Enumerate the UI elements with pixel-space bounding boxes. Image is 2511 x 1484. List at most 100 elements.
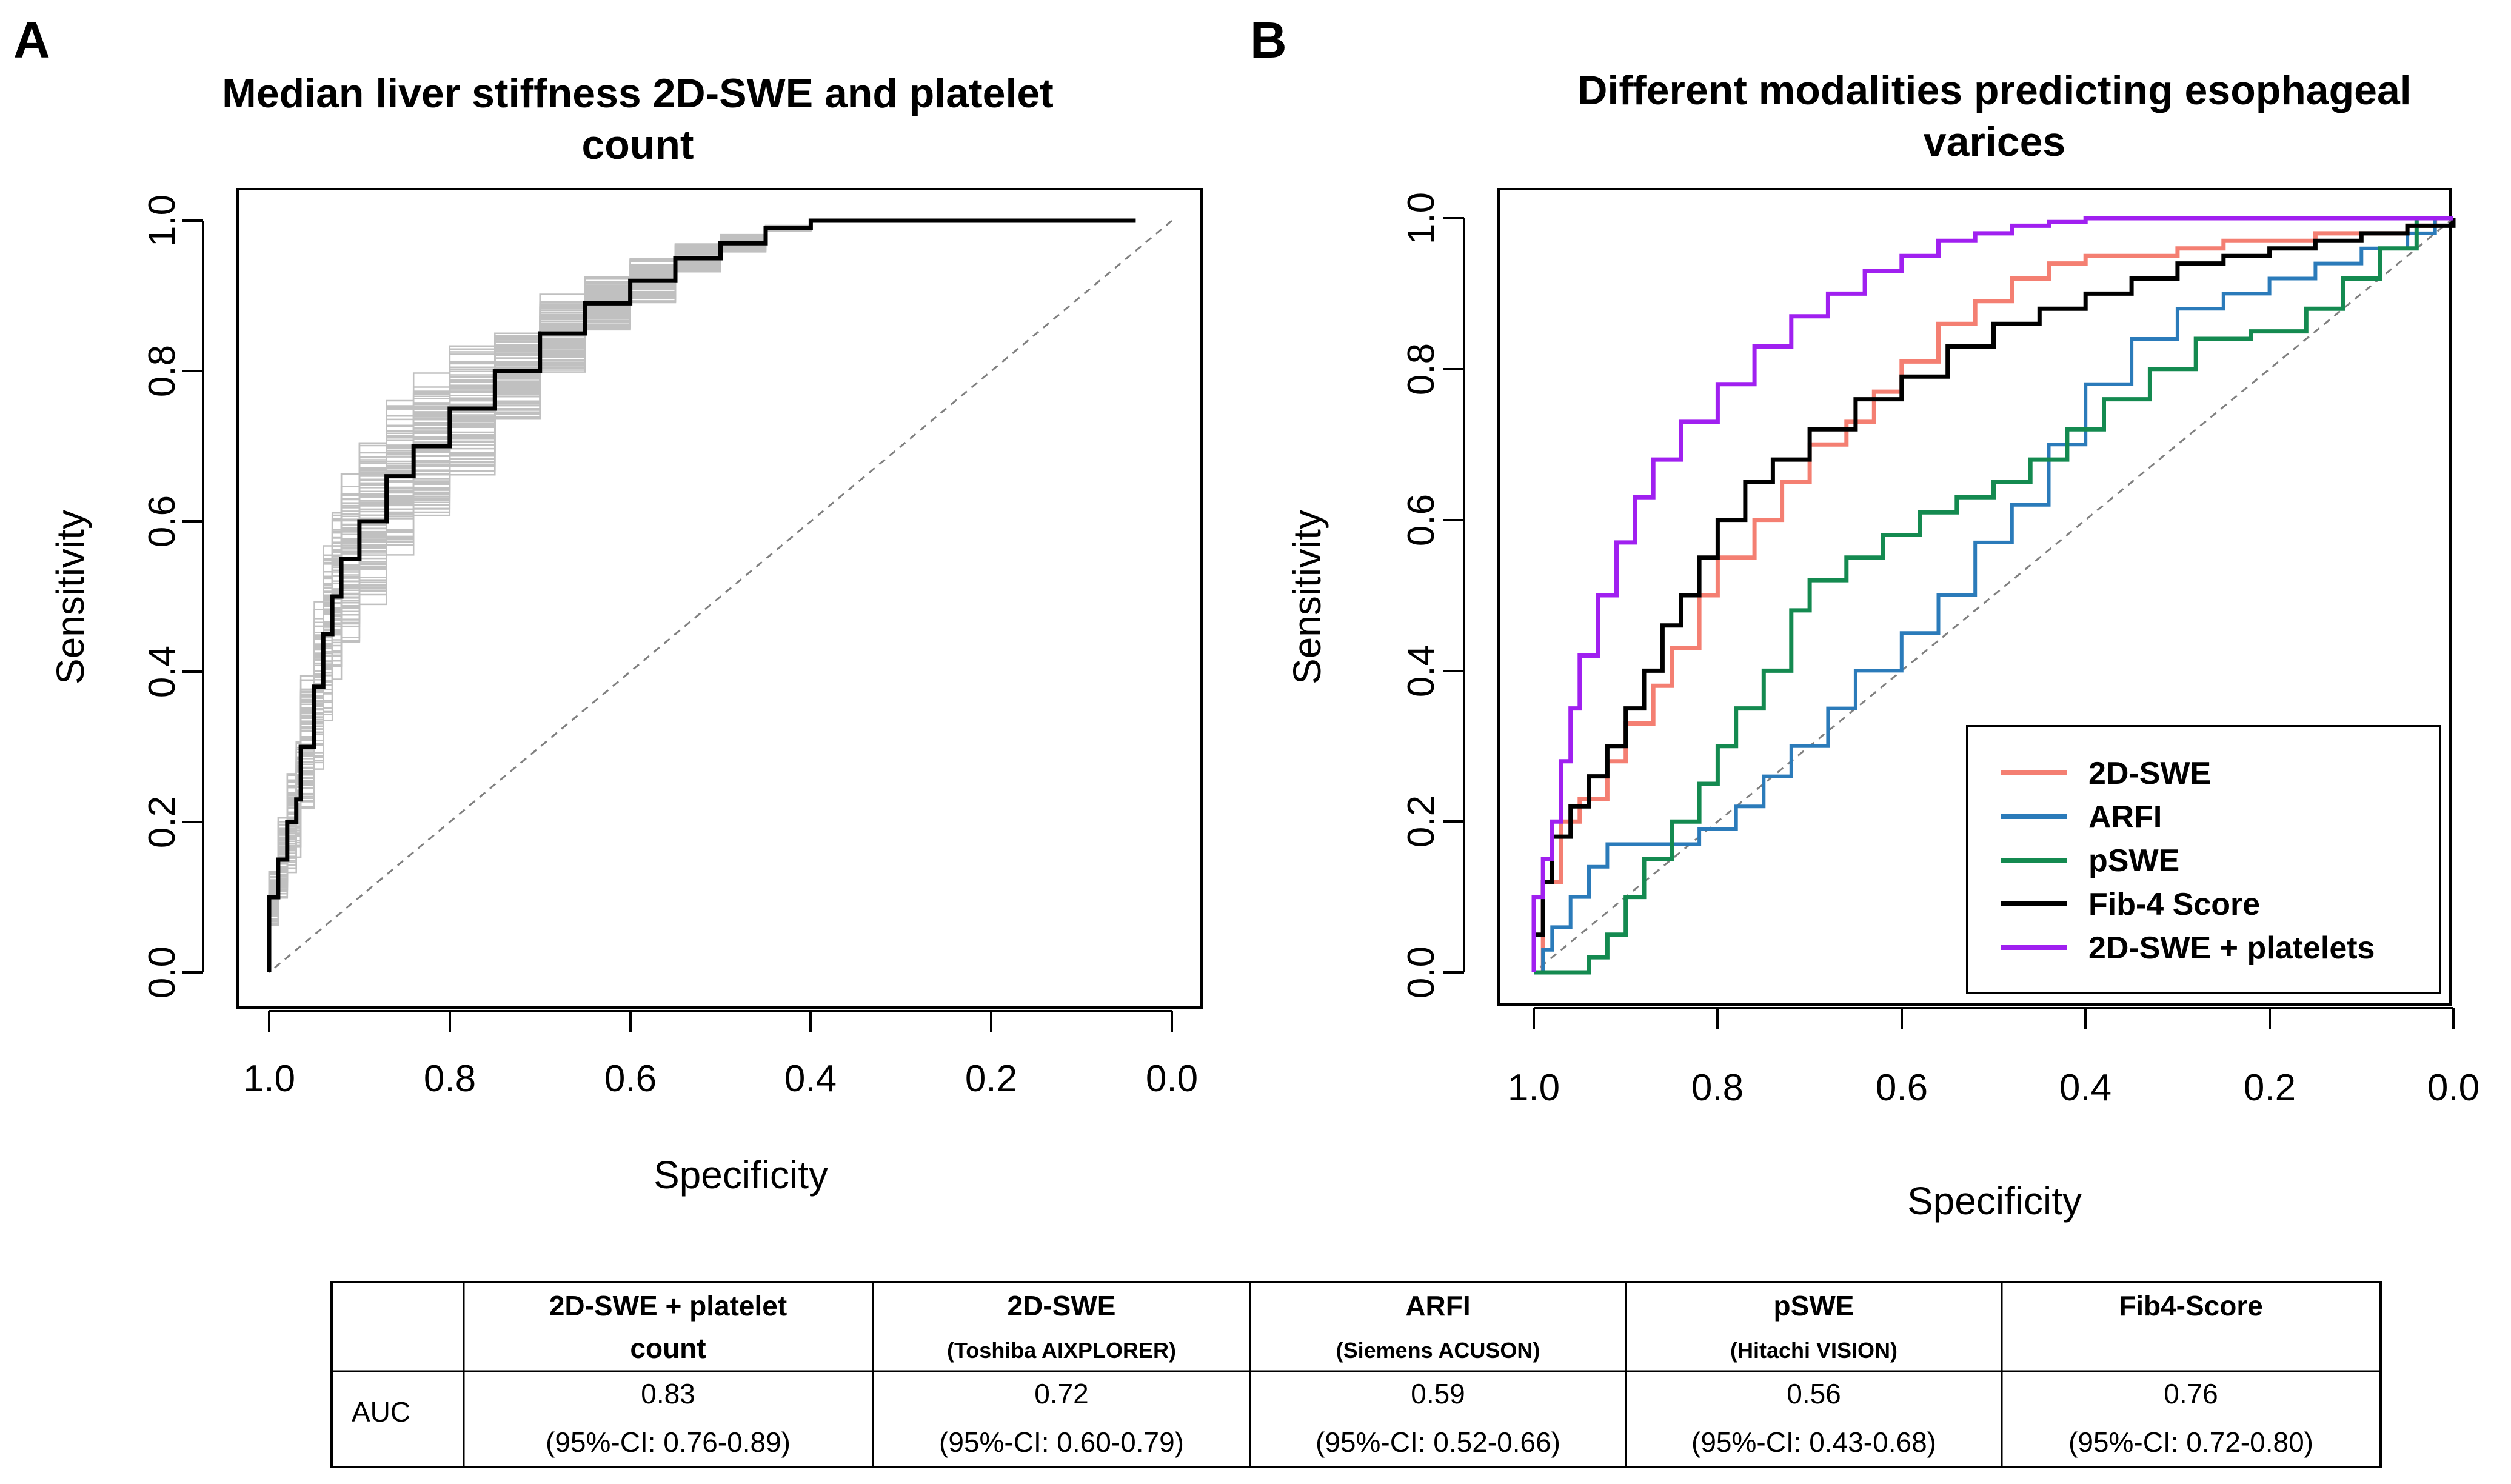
panel-b-line-arfi [1534,218,2437,974]
panel-a-bootstrap-curve [268,219,1136,972]
panel-a-bootstrap-curve [268,219,1136,972]
panel-a-bootstrap-curve [268,219,1136,972]
panel-a-bootstrap-curve [268,219,1136,972]
panel-b-y-tick-label: 1.0 [1400,192,1442,244]
panel-a-bootstrap-curve [268,219,1136,972]
panel-b: B Different modalities predicting esopha… [1250,12,2479,1223]
table-ci-col3: (95%-CI: 0.52-0.66) [1316,1426,1560,1458]
panel-b-x-axis-label: Specificity [1907,1179,2082,1223]
panel-a-bootstrap-curve [268,219,1136,972]
panel-a-y-tick-label: 0.2 [141,796,183,848]
panel-a-bootstrap-curve [268,219,1136,972]
panel-a-bootstrap-curve [268,219,1136,972]
panel-a-x-tick-label: 0.8 [424,1058,476,1100]
panel-a-bootstrap-curve [268,219,1136,972]
panel-a-bootstrap-curves [268,219,1136,972]
panel-a-y-tick-label: 0.8 [141,345,183,397]
panel-a-bootstrap-curve [268,219,1136,972]
table-auc-col4: 0.56 [1787,1378,1841,1409]
legend-label-2d-swe-platelets: 2D-SWE + platelets [2088,931,2375,966]
panel-a-x-tick-label: 0.2 [965,1058,1017,1100]
panel-a-bootstrap-curve [268,219,1136,972]
legend-label-arfi: ARFI [2088,800,2162,835]
panel-a-bootstrap-curve [268,219,1136,972]
panel-a-bootstrap-curve [268,219,1136,972]
panel-a-bootstrap-curve [268,219,1136,972]
panel-a-bootstrap-curve [268,219,1136,972]
panel-b-x-tick-label: 0.0 [2427,1067,2479,1109]
panel-a-plot-frame [236,188,1203,1009]
panel-b-line-2d-swe [1534,218,2438,975]
panel-a-bootstrap-curve [268,219,1136,972]
panel-a-x-tick-label: 0.6 [604,1058,657,1100]
panel-a-bootstrap-curve [268,219,1136,972]
panel-a-bootstrap-curve [268,219,1136,972]
panel-a-bootstrap-curve [268,219,1136,972]
panel-a-bootstrap-curve [268,219,1136,972]
panel-a-bootstrap-curve [268,219,1136,972]
panel-a-bootstrap-curve [268,219,1136,972]
table-auc-col1: 0.83 [641,1378,695,1409]
panel-a-bootstrap-curve [268,219,1136,972]
panel-b-line-2d-swe-platelets [1531,216,2453,972]
table-ci-col4: (95%-CI: 0.43-0.68) [1691,1426,1936,1458]
panel-a-bootstrap-curve [268,219,1136,972]
panel-b-y-tick-label: 0.6 [1400,494,1442,546]
panel-a-bootstrap-curve [268,219,1136,972]
panel-a-bootstrap-curve [268,219,1136,972]
panel-a-bootstrap-curve [268,219,1136,972]
panel-a-title-line2: count [581,122,694,168]
panel-b-title-line1: Different modalities predicting esophage… [1577,67,2411,113]
panel-a-bootstrap-curve [268,219,1136,972]
panel-a-bootstrap-curve [268,219,1136,972]
panel-a-bootstrap-curve [268,219,1136,972]
panel-b-x-tick-label: 0.4 [2059,1067,2111,1109]
panel-a-bootstrap-curve [268,219,1136,972]
panel-a-bootstrap-curve [268,219,1136,972]
panel-a-bootstrap-curve [268,219,1136,972]
table-subheader-col4: (Hitachi VISION) [1730,1338,1897,1363]
panel-b-x-tick-label: 0.2 [2244,1067,2296,1109]
panel-a-bootstrap-curve [268,219,1136,972]
panel-b-y-tick-label: 0.2 [1400,795,1442,847]
panel-a-bootstrap-curve [268,219,1136,972]
panel-a-bootstrap-curve [268,219,1136,972]
panel-a-bootstrap-curve [268,219,1136,972]
panel-a-bootstrap-curve [268,219,1136,972]
panel-a-bootstrap-curve [268,219,1136,972]
panel-b-x-ticks [1533,1008,2455,1029]
table-auc-col2: 0.72 [1034,1378,1089,1409]
panel-a-bootstrap-curve [268,219,1136,972]
panel-a-bootstrap-curve [268,219,1136,972]
panel-a-bootstrap-curve [268,219,1136,972]
panel-b-y-ticks [1443,217,1464,974]
panel-a-bootstrap-curve [268,219,1136,972]
panel-a-bootstrap-curve [268,219,1136,972]
panel-a-bootstrap-curve [268,219,1136,972]
panel-a-x-tick-label: 0.0 [1146,1058,1198,1100]
panel-a-bootstrap-curve [268,219,1136,972]
panel-b-y-tick-label: 0.0 [1400,946,1442,998]
panel-a-bootstrap-curve [268,219,1136,972]
panel-a-y-tick-label: 0.6 [141,495,183,547]
table-ci-col2: (95%-CI: 0.60-0.79) [939,1426,1184,1458]
table-auc-col3: 0.59 [1411,1378,1465,1409]
panel-b-x-tick-label: 1.0 [1508,1067,1560,1109]
panel-a-bootstrap-curve [268,219,1136,972]
panel-a-bootstrap-curve [268,219,1136,972]
legend-label-2d-swe: 2D-SWE [2088,756,2211,791]
panel-a-bootstrap-curve [268,219,1136,972]
table-header-col5: Fib4-Score [2119,1290,2263,1322]
panel-a-bootstrap-curve [268,219,1136,972]
table-header-col1: 2D-SWE + platelet [549,1290,787,1322]
panel-b-y-tick-label: 0.4 [1400,645,1442,697]
panel-a-y-tick-label: 1.0 [141,195,183,247]
panel-a-y-tick-label: 0.0 [141,946,183,998]
panel-a-y-tick-label: 0.4 [141,646,183,698]
panel-a-bootstrap-curve [268,219,1136,972]
panel-a: A Median liver stiffness 2D-SWE and plat… [13,12,1203,1197]
panel-a-bootstrap-curve [268,219,1136,972]
panel-a-bootstrap-curve [268,219,1136,972]
table-header-col1-line2: count [630,1332,706,1364]
panel-b-y-tick-label: 0.8 [1400,343,1442,395]
